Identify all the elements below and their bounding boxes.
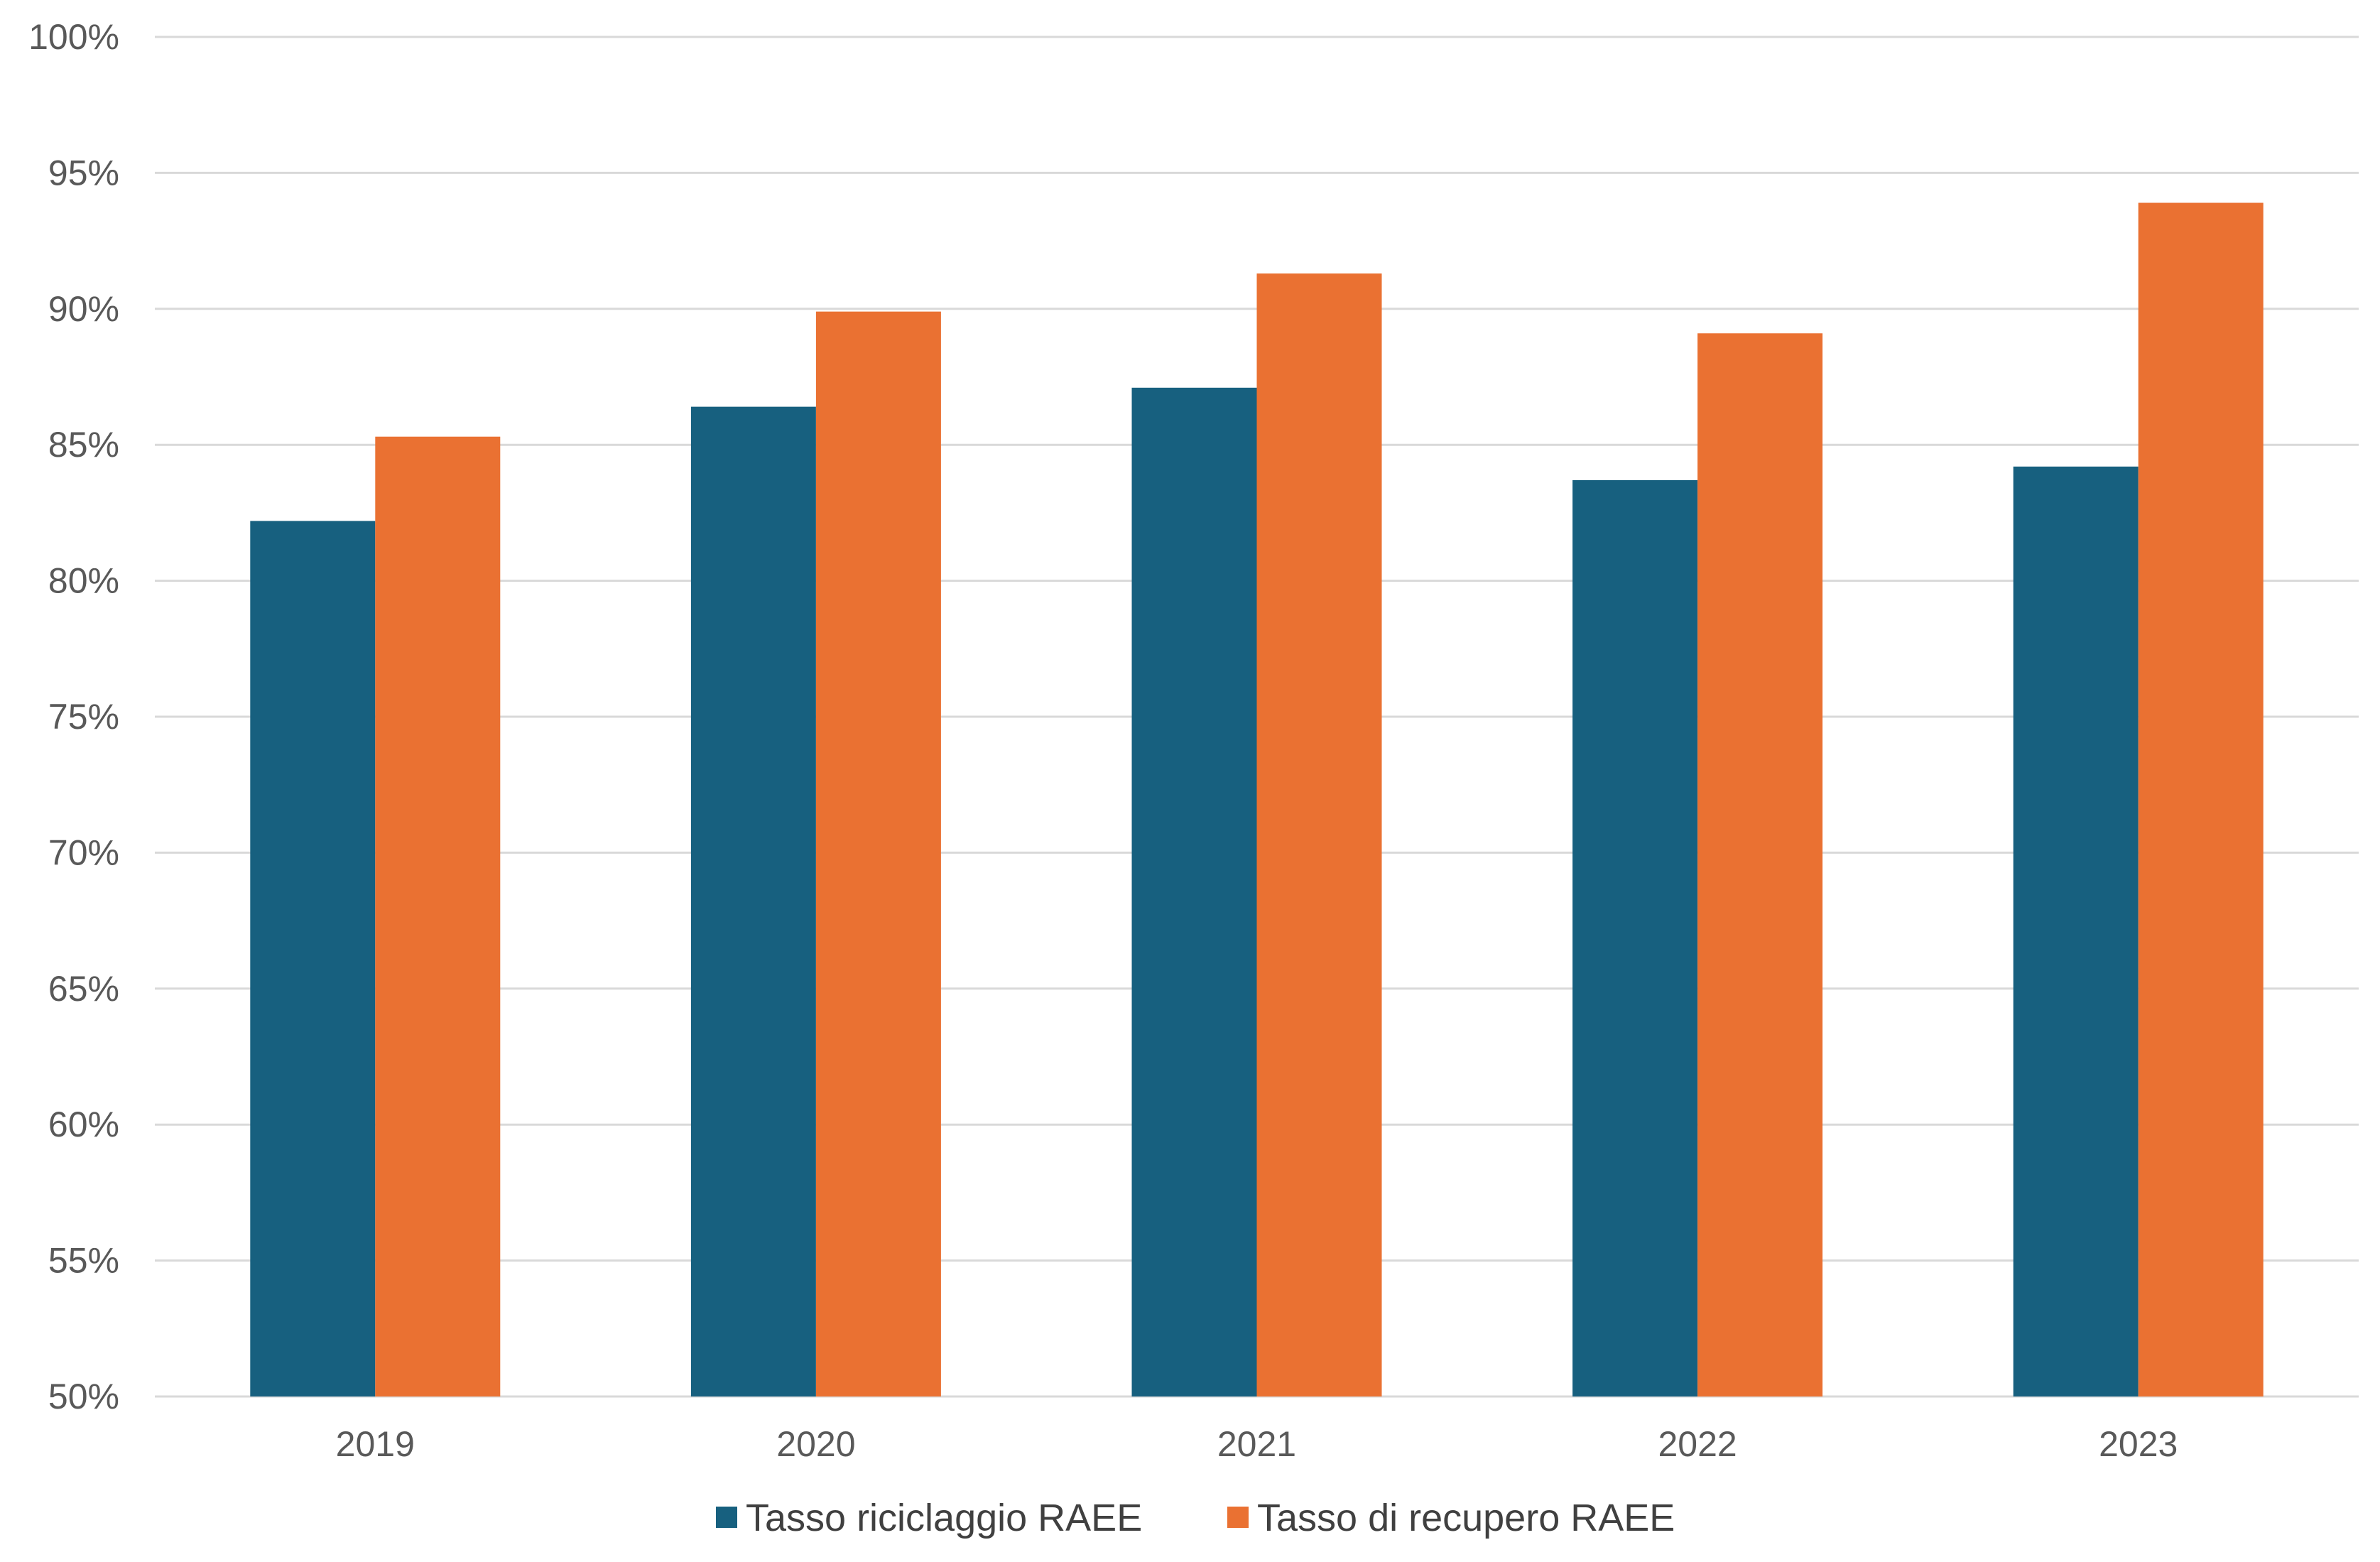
x-tick-label: 2022 xyxy=(1658,1424,1737,1464)
legend-swatch-recycling xyxy=(716,1507,737,1528)
y-tick-label: 100% xyxy=(28,17,119,57)
bars xyxy=(250,202,2264,1397)
bar-recycling-2023 xyxy=(2013,466,2139,1396)
y-tick-label: 55% xyxy=(48,1241,119,1281)
y-axis-labels: 50% 55% 60% 65% 70% 75% 80% 85% 90% 95% 100% xyxy=(28,17,119,1416)
y-tick-label: 50% xyxy=(48,1377,119,1416)
y-tick-label: 70% xyxy=(48,832,119,872)
bar-recovery-2019 xyxy=(375,436,501,1396)
bar-recycling-2019 xyxy=(250,521,376,1396)
legend-label-recycling: Tasso riciclaggio RAEE xyxy=(746,1497,1142,1539)
y-tick-label: 60% xyxy=(48,1105,119,1144)
bar-recovery-2021 xyxy=(1256,273,1382,1396)
bar-recovery-2020 xyxy=(815,311,941,1397)
x-tick-label: 2019 xyxy=(336,1424,415,1464)
bar-recovery-2022 xyxy=(1697,333,1823,1397)
x-tick-label: 2021 xyxy=(1217,1424,1296,1464)
legend-swatch-recovery xyxy=(1227,1507,1249,1528)
x-axis-labels: 2019 2020 2021 2022 2023 xyxy=(336,1424,2178,1464)
legend: Tasso riciclaggio RAEE Tasso di recupero… xyxy=(716,1497,1675,1539)
y-tick-label: 75% xyxy=(48,697,119,737)
y-tick-label: 90% xyxy=(48,289,119,329)
y-tick-label: 65% xyxy=(48,969,119,1009)
x-tick-label: 2020 xyxy=(776,1424,855,1464)
bar-recycling-2022 xyxy=(1572,479,1698,1396)
bar-recycling-2020 xyxy=(690,406,816,1397)
bar-recycling-2021 xyxy=(1131,387,1257,1396)
legend-label-recovery: Tasso di recupero RAEE xyxy=(1257,1497,1675,1539)
y-tick-label: 95% xyxy=(48,153,119,192)
x-tick-label: 2023 xyxy=(2099,1424,2178,1464)
y-tick-label: 80% xyxy=(48,561,119,601)
y-tick-label: 85% xyxy=(48,425,119,465)
bar-recovery-2023 xyxy=(2138,202,2264,1396)
